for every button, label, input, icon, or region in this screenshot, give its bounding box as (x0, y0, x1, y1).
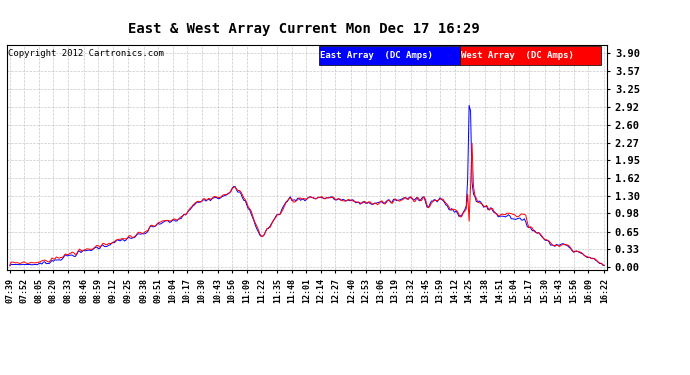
Text: Copyright 2012 Cartronics.com: Copyright 2012 Cartronics.com (8, 50, 164, 58)
Text: West Array  (DC Amps): West Array (DC Amps) (462, 51, 574, 60)
FancyBboxPatch shape (319, 46, 460, 65)
Text: East & West Array Current Mon Dec 17 16:29: East & West Array Current Mon Dec 17 16:… (128, 22, 480, 36)
Text: East Array  (DC Amps): East Array (DC Amps) (320, 51, 433, 60)
FancyBboxPatch shape (460, 46, 601, 65)
